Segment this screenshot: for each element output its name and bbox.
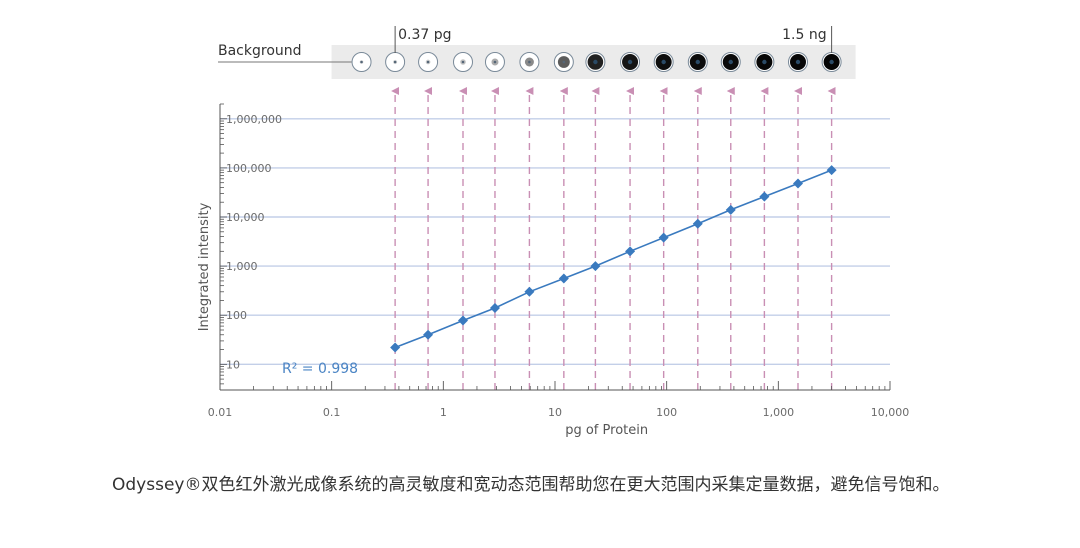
data-point	[658, 232, 669, 243]
high-amount-label: 1.5 ng	[782, 27, 826, 43]
background-spot	[351, 52, 372, 72]
grid	[220, 118, 890, 366]
spot-strip	[331, 45, 856, 79]
data-point	[625, 246, 636, 257]
x-tick-label: 100	[656, 406, 677, 419]
protein-spot	[687, 52, 708, 72]
y-tick-label: 100	[226, 309, 247, 322]
spot-center	[762, 59, 767, 65]
x-tick-label: 10	[548, 406, 562, 419]
y-tick-label: 100,000	[226, 162, 272, 175]
protein-spot	[519, 52, 540, 72]
spot-center	[795, 59, 801, 65]
x-tick-label: 0.01	[208, 406, 233, 419]
x-tick-label: 10,000	[871, 406, 910, 419]
y-ticks: 10 100 1,000 10,000 100,000 1,000,000	[220, 103, 282, 391]
protein-spot	[585, 52, 606, 72]
data-point	[558, 273, 569, 284]
protein-spot	[553, 52, 574, 72]
series-line	[394, 169, 832, 349]
protein-spot	[418, 52, 439, 72]
spot-center	[661, 59, 666, 65]
spot-center	[493, 60, 497, 64]
data-point	[826, 165, 837, 176]
y-tick-label: 10	[226, 358, 240, 371]
protein-spot	[754, 52, 775, 72]
data-point	[759, 191, 770, 202]
protein-spot	[385, 52, 406, 72]
spot-center	[528, 60, 531, 64]
data-point	[390, 342, 401, 353]
protein-spot	[821, 52, 842, 72]
data-point	[457, 315, 468, 326]
data-point	[725, 204, 736, 215]
spot-center	[593, 59, 598, 65]
axes	[219, 104, 890, 391]
data-point	[590, 261, 601, 272]
data-point	[423, 329, 434, 340]
spot-center	[627, 59, 633, 65]
spot-center	[426, 60, 430, 64]
protein-spot	[620, 52, 641, 72]
spot-center	[829, 59, 834, 65]
protein-spot	[787, 52, 808, 72]
protein-spot	[452, 52, 473, 72]
chart: 0.01 0.1 1 10 100 1,000 10,000 10 100 1,000 10,00…	[197, 26, 910, 438]
x-tick-label: 0.1	[323, 406, 341, 419]
series	[390, 165, 837, 353]
spot-center	[360, 60, 363, 64]
spot-center	[562, 60, 566, 64]
background-label: Background	[218, 43, 302, 59]
spot-center	[461, 60, 465, 64]
y-tick-label: 10,000	[226, 211, 265, 224]
data-point	[524, 286, 535, 297]
y-axis-title: Integrated intensity	[197, 202, 212, 331]
y-tick-label: 1,000,000	[226, 113, 282, 126]
spot-arrows	[391, 87, 836, 390]
data-point	[792, 178, 803, 189]
r-squared-label: R² = 0.998	[282, 361, 358, 377]
spot-center	[728, 59, 733, 65]
data-point	[692, 218, 703, 229]
x-ticks: 0.01 0.1 1 10 100 1,000 10,000	[208, 381, 910, 419]
spot-center	[393, 60, 397, 64]
x-tick-label: 1,000	[763, 406, 795, 419]
low-amount-label: 0.37 pg	[398, 27, 451, 43]
protein-spot	[653, 52, 674, 72]
protein-spot	[720, 52, 741, 72]
y-tick-label: 1,000	[226, 260, 258, 273]
x-tick-label: 1	[440, 406, 447, 419]
caption: Odyssey®双色红外激光成像系统的高灵敏度和宽动态范围帮助您在更大范围内采集…	[112, 475, 950, 495]
spot-center	[695, 59, 700, 65]
x-axis-title: pg of Protein	[565, 423, 648, 438]
protein-spot	[484, 52, 505, 72]
data-point	[489, 303, 500, 314]
